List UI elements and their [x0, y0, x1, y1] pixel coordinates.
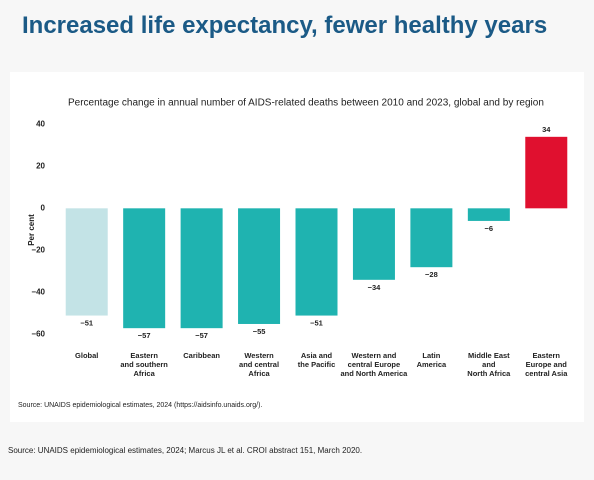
y-tick-label: 40: [36, 119, 45, 128]
value-label: −34: [368, 283, 382, 292]
value-label: −51: [80, 319, 93, 328]
bar: [180, 208, 223, 329]
footnote: Source: UNAIDS epidemiological estimates…: [8, 446, 363, 455]
bar: [410, 208, 453, 268]
y-tick-label: −40: [31, 288, 45, 297]
value-label: −57: [138, 331, 151, 340]
x-tick-label: Eastern Europe and central Asia: [525, 351, 568, 378]
y-tick-label: 20: [36, 161, 45, 170]
x-tick-label: Western and central Africa: [239, 351, 280, 378]
bar: [525, 136, 568, 209]
x-tick-label: Western and central Europe and North Ame…: [340, 351, 408, 378]
x-tick-label: Latin America: [416, 351, 447, 369]
x-tick-label: Caribbean: [183, 351, 220, 360]
value-label: −51: [310, 319, 323, 328]
bar: [295, 208, 338, 316]
value-label: −55: [253, 327, 266, 336]
bar: [352, 208, 395, 280]
x-tick-label: Middle East and North Africa: [467, 351, 511, 378]
chart-title: Percentage change in annual number of AI…: [68, 98, 544, 109]
y-tick-label: −60: [31, 330, 45, 339]
heading: Increased life expectancy, fewer healthy…: [22, 12, 548, 39]
value-label: −28: [425, 270, 438, 279]
x-tick-label: Global: [75, 351, 99, 360]
bar: [467, 208, 510, 221]
value-label: −57: [195, 331, 208, 340]
value-label: −6: [485, 224, 494, 233]
y-axis-label: Per cent: [27, 214, 36, 246]
value-label: 34: [542, 125, 551, 134]
chart: Percentage change in annual number of AI…: [18, 98, 568, 409]
x-tick-label: Asia and the Pacific: [297, 351, 336, 369]
chart-source: Source: UNAIDS epidemiological estimates…: [18, 402, 262, 409]
bar: [65, 208, 108, 316]
x-tick-label: Eastern and southern Africa: [120, 351, 168, 378]
y-tick-label: 0: [41, 203, 46, 212]
y-tick-label: −20: [31, 245, 45, 254]
bar: [123, 208, 166, 329]
bar: [238, 208, 281, 324]
